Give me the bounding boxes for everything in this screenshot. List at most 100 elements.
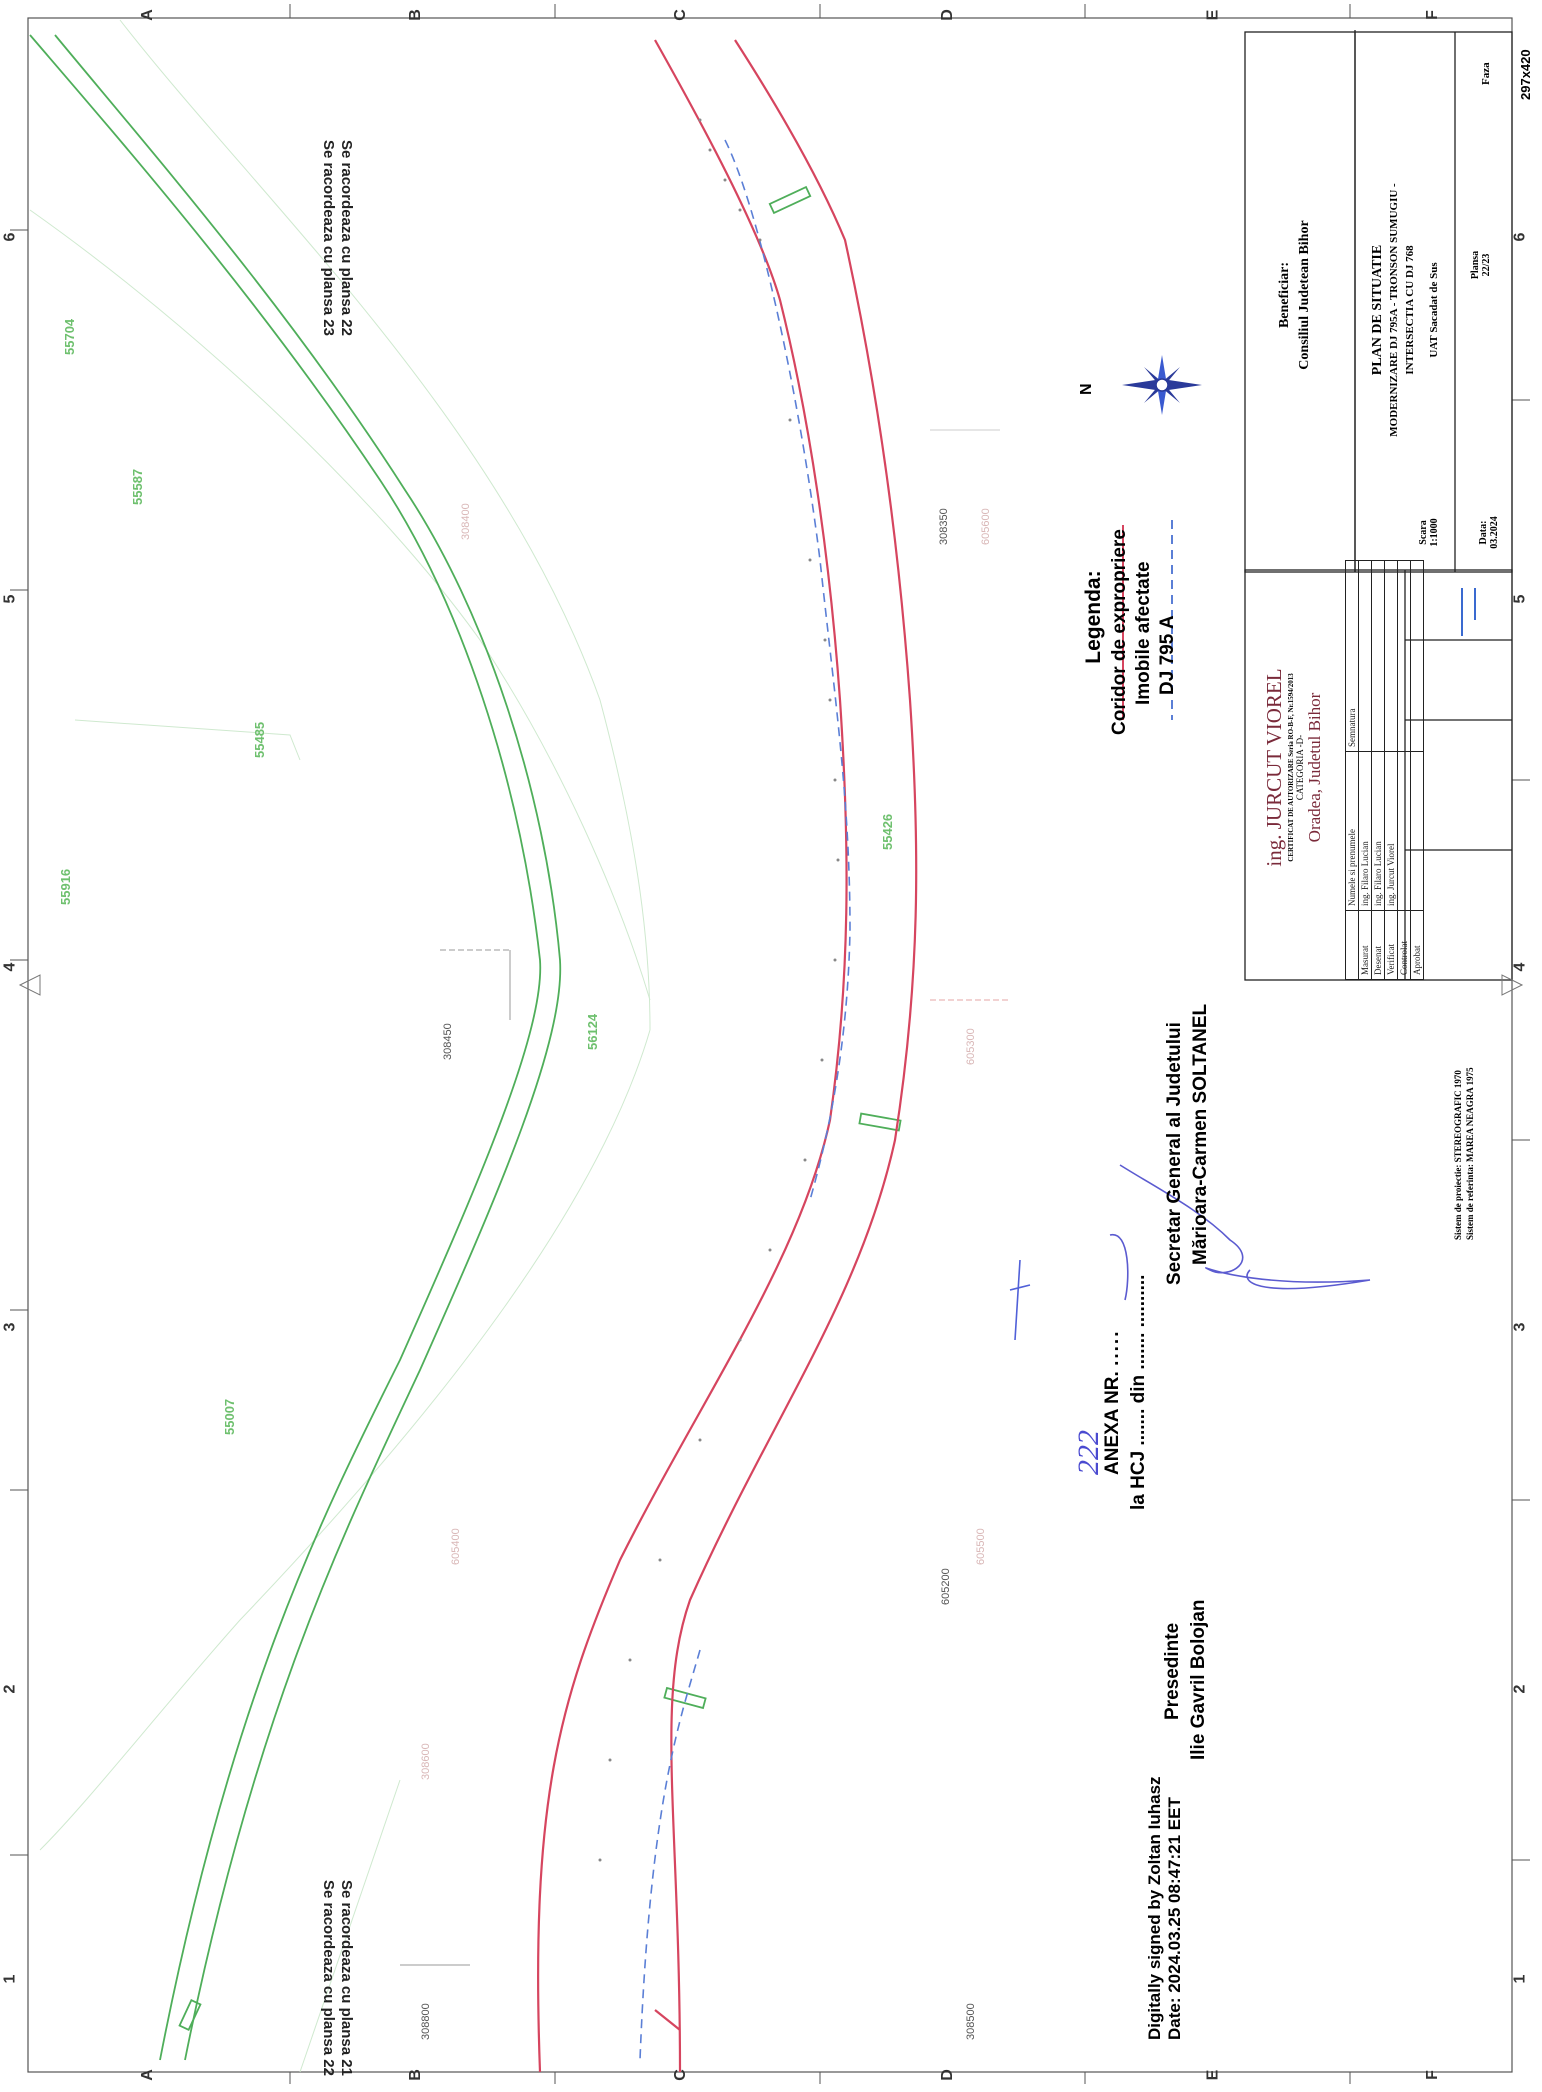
grid-row-label: 3 xyxy=(1511,1322,1529,1332)
grid-col-label: F xyxy=(1423,10,1441,20)
parcel-number: 55916 xyxy=(58,868,73,905)
grid-row-label: 4 xyxy=(1,962,19,972)
date-label: Data: xyxy=(1478,520,1489,545)
grid-marker-triangle-right xyxy=(1501,974,1524,996)
staff-signature xyxy=(1410,560,1424,752)
grid-col-label: A xyxy=(138,9,156,21)
beneficiary-block: Beneficiar: Consiliul Judetean Bihor xyxy=(1275,180,1315,410)
green-parcel-boundaries xyxy=(29,34,562,2061)
beneficiary-name: Consiliul Judetean Bihor xyxy=(1297,220,1312,370)
survey-points xyxy=(598,118,840,1862)
legend-swatches xyxy=(1122,520,1173,720)
connect-note-top: Se racordeaza cu plansa 22 Se racordeaza… xyxy=(319,140,355,336)
engineer-block: ing. JURCUT VIOREL CERTIFICAT DE AUTORIZ… xyxy=(1262,570,1325,965)
sheet-format: 297x420 xyxy=(1518,49,1533,100)
digital-signature-date: Date: 2024.03.25 08:47:21 EET xyxy=(1165,1797,1184,2040)
plan-title: PLAN DE SITUATIE xyxy=(1370,244,1385,376)
legend-title: Legenda: xyxy=(1082,570,1105,664)
beneficiary-label: Beneficiar: xyxy=(1277,261,1292,329)
coordinate-label: 308500 xyxy=(965,2003,977,2040)
engineer-certificate: CERTIFICAT DE AUTORIZARE Seria RO-B-F, N… xyxy=(1287,673,1295,862)
grid-row-label: 5 xyxy=(1511,594,1529,604)
engineer-city: Oradea, Judetul Bihor xyxy=(1305,692,1324,843)
project-name: MODERNIZARE DJ 795A - TRONSON SUMUGIU - … xyxy=(1388,183,1416,437)
legend: Legenda: Coridor de expropriere Imobile … xyxy=(1082,529,1180,735)
grid-col-label: A xyxy=(138,2069,156,2081)
parcel-number: 55587 xyxy=(130,468,145,505)
staff-signature xyxy=(1358,560,1372,752)
table-row: Controlat xyxy=(1397,560,1411,980)
frame-ticks xyxy=(10,4,1530,2084)
grid-row-label: 6 xyxy=(1,232,19,242)
grid-row-label: 2 xyxy=(1,1684,19,1694)
grid-col-label: D xyxy=(938,9,956,21)
date-block: Data: 03.2024 xyxy=(1478,500,1500,565)
staff-role: Desenat xyxy=(1371,910,1385,980)
coordinate-label: 605600 xyxy=(980,508,992,545)
staff-table: Numele si prenumele Semnatura Masurat ing… xyxy=(1345,560,1424,980)
legend-item-road: DJ 795 A xyxy=(1157,615,1178,695)
signature-scribbles xyxy=(1009,1164,1371,1341)
table-row: Numele si prenumele Semnatura xyxy=(1345,560,1359,980)
grid-col-label: B xyxy=(406,2069,424,2081)
signature-blue-scribbles xyxy=(1461,588,1476,636)
coordinate-label: 605400 xyxy=(450,1528,462,1565)
north-arrow-icon xyxy=(1122,355,1202,415)
staff-signature xyxy=(1371,560,1385,752)
sheet-frame xyxy=(27,17,1513,2073)
president-block: Presedinte Ilie Gavril Bolojan xyxy=(1160,1600,1212,1761)
engineer-name: ing. JURCUT VIOREL xyxy=(1262,668,1286,867)
staff-role: Aprobat xyxy=(1410,910,1424,980)
coordinate-label: 308450 xyxy=(442,1023,454,1060)
parcel-number: 55704 xyxy=(62,318,77,355)
coordinate-label: 605500 xyxy=(975,1528,987,1565)
faint-parcel-lines xyxy=(29,19,651,2073)
grid-col-label: E xyxy=(1204,9,1222,21)
legend-item-corridor: Coridor de expropriere xyxy=(1109,529,1130,735)
secretary-title: Secretar General al Judetului xyxy=(1164,1022,1185,1285)
sheet-label: Plansa xyxy=(1470,250,1481,280)
staff-role: Controlat xyxy=(1397,910,1411,980)
grid-row-label: 5 xyxy=(1,594,19,604)
grid-col-label: B xyxy=(406,9,424,21)
scale-block: Scara 1:1000 xyxy=(1418,500,1440,565)
grid-col-label: E xyxy=(1204,2069,1222,2081)
table-row: Masurat ing. Filaro Lucian xyxy=(1358,560,1372,980)
sheet-number: 22/23 xyxy=(1481,253,1492,277)
legend-item-affected: Imobile afectate xyxy=(1133,561,1154,705)
coordinate-label: 308400 xyxy=(460,503,472,540)
digital-signature: Digitally signed by Zoltan Iuhasz Date: … xyxy=(1145,1776,1185,2040)
scale-label: Scara xyxy=(1418,520,1429,545)
annex-title: ANEXA NR. ..... xyxy=(1100,1275,1126,1476)
staff-header-cell: Numele si prenumele xyxy=(1345,751,1359,911)
staff-role: Verificat xyxy=(1384,910,1398,980)
parcel-number: 55426 xyxy=(880,813,895,850)
staff-name xyxy=(1410,751,1424,911)
grid-col-label: D xyxy=(938,2069,956,2081)
reference-system: Sistem de referinta: MAREA NEAGRA 1975 xyxy=(1465,1067,1475,1240)
faza-label: Faza xyxy=(1480,62,1492,85)
grid-col-label: F xyxy=(1423,2070,1441,2080)
table-row: Desenat ing. Filaro Lucian xyxy=(1371,560,1385,980)
expropriation-corridor xyxy=(537,39,918,2073)
staff-name: ing. Filaro Lucian xyxy=(1358,751,1372,911)
secretary-name: Mărioara-Carmen SOLTANEL xyxy=(1190,1003,1211,1265)
connect-note-line: Se racordeaza cu plansa 22 xyxy=(338,140,355,336)
parcel-number: 55485 xyxy=(252,721,267,758)
staff-signature xyxy=(1384,560,1398,752)
affected-marker-rects xyxy=(178,185,902,2031)
grid-row-label: 2 xyxy=(1511,1684,1529,1694)
grid-col-label: C xyxy=(671,9,689,21)
grid-row-label: 1 xyxy=(1511,1974,1529,1984)
connect-note-line: Se racordeaza cu plansa 22 xyxy=(320,1880,337,2076)
sheet-block: Plansa 22/23 xyxy=(1470,240,1492,290)
coordinate-label: 308600 xyxy=(420,1743,432,1780)
uat-name: UAT Sacadat de Sus xyxy=(1428,262,1440,358)
president-name: Ilie Gavril Bolojan xyxy=(1188,1599,1209,1761)
grid-row-label: 3 xyxy=(1,1322,19,1332)
scale-value: 1:1000 xyxy=(1429,518,1440,547)
staff-header-cell: Semnatura xyxy=(1345,560,1359,752)
annex-label: ANEXA NR. xyxy=(1102,1371,1123,1475)
